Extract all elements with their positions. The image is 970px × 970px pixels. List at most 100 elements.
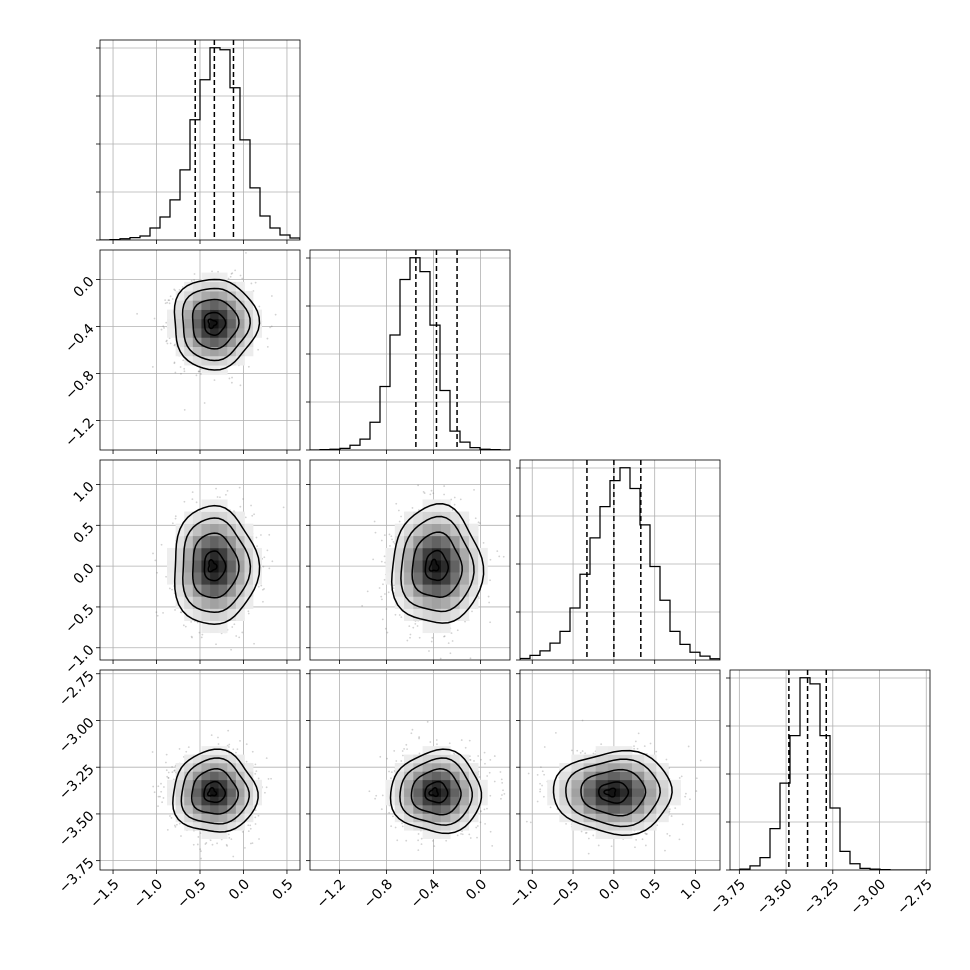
density-cell [218, 355, 228, 366]
sample-point [217, 270, 219, 273]
sample-point [247, 610, 250, 613]
density-cell [167, 318, 176, 329]
density-cell [235, 346, 245, 357]
sample-point [429, 493, 432, 496]
sample-point [217, 743, 220, 745]
contour-line [203, 311, 227, 336]
sample-point [447, 642, 450, 645]
sample-point [260, 534, 262, 536]
contour-line [191, 532, 240, 599]
density-cell [413, 596, 423, 609]
sample-point [168, 337, 171, 340]
density-cell [459, 511, 470, 524]
sample-point [169, 295, 172, 298]
sample-point [274, 313, 277, 316]
sample-point [383, 555, 386, 558]
sample-point [391, 538, 393, 541]
sample-point [443, 485, 446, 487]
density-cell [218, 337, 228, 347]
density-cell [192, 596, 202, 609]
contour-line [191, 298, 240, 350]
density-cell [441, 547, 451, 561]
density-cell [244, 535, 254, 549]
sample-point [157, 785, 160, 788]
density-cell [210, 337, 219, 347]
sample-point [198, 631, 201, 634]
sample-point [257, 348, 260, 351]
panel-frame [309, 459, 511, 661]
density-cell [253, 560, 262, 573]
sample-point [174, 289, 177, 292]
sample-point [268, 533, 271, 536]
sample-point [474, 517, 477, 520]
density-cell [192, 318, 202, 329]
density-cell [404, 547, 414, 561]
density-cell [468, 523, 479, 537]
sample-point [166, 301, 169, 304]
density-cell [244, 291, 254, 301]
density-cell [422, 608, 433, 621]
density-cell [218, 365, 228, 375]
density-cell [385, 572, 396, 585]
density-cell [175, 300, 185, 310]
sample-point [380, 595, 383, 598]
sample-point [498, 555, 501, 558]
density-cell [218, 523, 228, 537]
sample-point [459, 498, 462, 501]
density-cell [431, 511, 442, 524]
sample-point [271, 560, 274, 563]
sample-point [215, 643, 217, 646]
sample-point [247, 612, 250, 615]
density-cell [450, 572, 460, 585]
sample-point [165, 321, 168, 324]
density-cell [201, 535, 211, 549]
sample-point [439, 657, 442, 660]
sample-point [253, 513, 255, 516]
density-cell [227, 318, 237, 329]
sample-point [254, 281, 257, 284]
density-cell [184, 560, 194, 573]
sample-point [234, 269, 237, 272]
sample-point [154, 559, 157, 562]
sample-point [174, 609, 176, 611]
sample-point [228, 743, 231, 746]
density-cell [227, 328, 237, 338]
sample-point [199, 368, 202, 371]
density-cell [227, 309, 237, 320]
density-cell [192, 281, 202, 292]
density-cell [394, 572, 405, 585]
density-cell [431, 596, 442, 609]
sample-point [397, 509, 400, 512]
sample-point [162, 611, 164, 614]
density-cell [167, 309, 176, 320]
contour-line [390, 503, 485, 624]
density-cell [201, 499, 211, 512]
panel-frame [309, 249, 511, 451]
density-cell [210, 547, 219, 561]
density-cell [201, 272, 211, 283]
y-tick-label: −0.5 [62, 601, 97, 636]
sample-point [163, 327, 165, 329]
sample-point [390, 535, 393, 538]
density-cell [175, 291, 185, 301]
density-cell [235, 584, 245, 597]
sample-point [174, 517, 177, 520]
contour-line [207, 318, 218, 330]
density-cell [227, 560, 237, 573]
sample-point [168, 587, 171, 590]
density-cell [192, 560, 202, 573]
density-cell [227, 281, 237, 292]
density-cell [201, 337, 211, 347]
sample-point [196, 621, 199, 624]
sample-point [383, 534, 386, 537]
sample-point [496, 550, 499, 553]
sample-point [201, 633, 204, 636]
sample-point [244, 516, 247, 519]
contour-line [424, 549, 450, 582]
density-cell [441, 584, 451, 597]
sample-point [183, 370, 186, 373]
density-cell [201, 560, 211, 573]
density-cell [192, 608, 202, 621]
sample-point [174, 515, 177, 518]
marginal-panel-0 [96, 39, 301, 244]
